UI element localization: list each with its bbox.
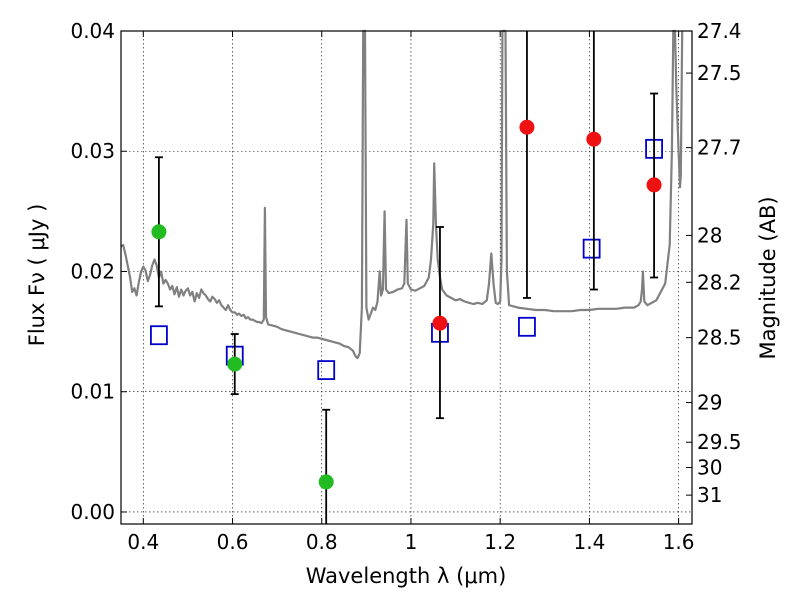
y-tick-label: 0.02 [70,259,115,283]
y2-tick-label: 28.2 [697,270,742,294]
measurement-point [318,474,334,490]
y-tick-label: 0.01 [70,380,115,404]
x-tick-label: 1.6 [663,530,695,554]
y2-tick-label: 30 [697,455,722,479]
model-flux-square [518,316,536,337]
measurement-point [646,177,662,193]
measurement-point [432,315,448,331]
y-tick-label: 0.04 [70,19,115,43]
x-tick-label: 0.8 [306,530,338,554]
x-axis-label: Wavelength λ (μm) [306,564,507,588]
measurement-point [519,119,535,135]
model-flux-square [582,238,601,259]
template-spectrum [120,29,684,360]
y-axis-label: Flux Fν ( μJy ) [25,204,49,347]
x-tick-label: 1 [405,530,418,554]
model-flux-square [317,360,336,380]
measurement-point [151,224,167,240]
y-tick-label: 0.03 [70,139,115,163]
y2-tick-label: 29 [697,391,722,415]
y-axis-ticks: 0.00 0.01 0.02 0.03 0.04 [70,19,127,524]
x-axis-ticks: 0.4 0.6 0.8 1 1.2 1.4 1.6 [127,31,695,554]
measurement-points [151,119,662,490]
y-tick-label: 0.00 [70,500,115,524]
y2-tick-label: 31 [697,483,722,507]
x-tick-label: 0.4 [127,530,159,554]
y2-axis-label: Magnitude (AB) [756,196,780,359]
y2-tick-label: 27.5 [697,61,742,85]
y2-tick-label: 28 [697,223,722,247]
x-tick-label: 1.4 [573,530,605,554]
y2-axis-ticks: 27.4 27.5 27.7 28 28.2 28.5 29 29.530 31 [686,19,742,507]
x-tick-label: 1.2 [484,530,516,554]
x-tick-label: 0.6 [217,530,249,554]
spectrum-line [120,29,684,360]
y2-tick-label: 29.5 [697,430,742,454]
y2-tick-label: 28.5 [697,326,742,350]
y2-tick-label: 27.7 [697,136,742,160]
plot-frame [120,30,693,525]
measurement-point [227,356,243,372]
model-flux-square [150,325,168,346]
y2-tick-label: 27.4 [697,19,742,43]
measurement-point [586,131,602,147]
